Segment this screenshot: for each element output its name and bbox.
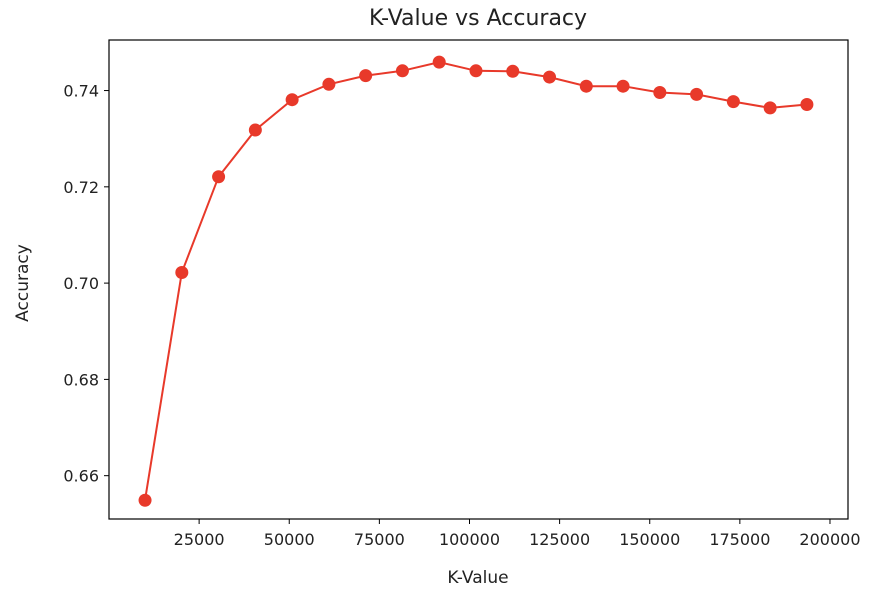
series-line: [144, 61, 807, 501]
data-point: [175, 266, 189, 280]
data-point: [616, 79, 630, 93]
x-tick-label: 100000: [439, 530, 500, 549]
y-axis-ticks: 0.66 0.68 0.70 0.72 0.74: [63, 82, 109, 486]
x-tick-label: 50000: [264, 530, 315, 549]
data-point: [285, 93, 299, 107]
plot-frame: [108, 39, 849, 520]
x-tick-label: 200000: [799, 530, 860, 549]
y-tick-label: 0.70: [63, 274, 99, 293]
y-tick-label: 0.72: [63, 178, 99, 197]
y-tick-label: 0.66: [63, 467, 99, 486]
y-axis-label: Accuracy: [13, 244, 33, 322]
data-point: [763, 101, 777, 115]
data-point: [579, 79, 593, 93]
data-point: [506, 64, 520, 78]
x-axis-label: K-Value: [447, 568, 508, 588]
x-tick-label: 150000: [619, 530, 680, 549]
y-tick-label: 0.74: [63, 82, 99, 101]
data-point: [690, 87, 704, 101]
chart-title: K-Value vs Accuracy: [369, 6, 587, 31]
data-point: [395, 64, 409, 78]
data-point: [726, 95, 740, 109]
x-tick-label: 25000: [174, 530, 225, 549]
y-tick-label: 0.68: [63, 370, 99, 389]
plot-area-border: [108, 39, 849, 520]
data-point: [138, 493, 152, 507]
x-axis-ticks: 25000 50000 75000 100000 125000 150000 175000 2…: [174, 519, 861, 549]
data-point: [653, 85, 667, 99]
data-point: [359, 69, 373, 83]
data-point: [543, 70, 557, 84]
data-point: [212, 170, 226, 184]
data-point: [248, 123, 262, 137]
series-layer: [138, 55, 814, 507]
x-tick-label: 125000: [529, 530, 590, 549]
data-point: [800, 98, 814, 112]
x-tick-label: 175000: [709, 530, 770, 549]
data-point: [469, 64, 483, 78]
data-point: [322, 77, 336, 91]
data-point: [432, 55, 446, 69]
x-tick-label: 75000: [354, 530, 405, 549]
